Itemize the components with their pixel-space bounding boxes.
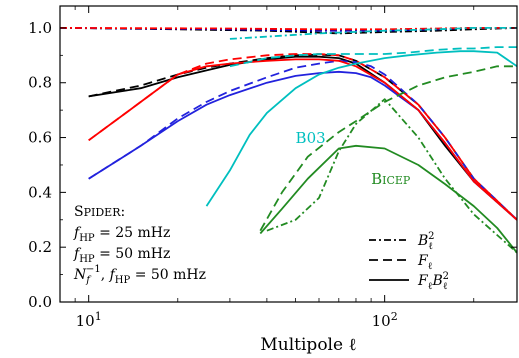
tick-layer: 0.0 0.2 0.4 0.6 0.8 1.0 101 102 — [28, 6, 517, 330]
x-tick-label: 101 — [76, 310, 102, 330]
y-tick-label: 0.2 — [28, 238, 52, 256]
y-tick-label: 0.4 — [28, 183, 52, 201]
x-tick-label: 102 — [372, 310, 398, 330]
style-legend-label: Bℓ2 — [417, 231, 434, 252]
series-line-11 — [229, 46, 517, 68]
series-line-12 — [205, 50, 517, 207]
spider-legend-entry: SPIDER: — [74, 204, 125, 220]
series-line-15 — [259, 144, 517, 254]
spider-legend-entry: Nf−1, fHP = 50 mHz — [73, 264, 206, 286]
series-line-13 — [266, 98, 517, 254]
series-line-10 — [229, 27, 517, 40]
spider-legend-entry: fHP = 50 mHz — [73, 246, 170, 265]
series-line-14 — [259, 65, 517, 232]
y-tick-label: 0.6 — [28, 129, 52, 147]
y-tick-label: 1.0 — [28, 19, 52, 37]
style-legend-label: FℓBℓ2 — [417, 271, 449, 292]
spider-legend-entry: fHP = 25 mHz — [73, 225, 170, 244]
y-tick-label: 0.8 — [28, 74, 52, 92]
annotation-layer: B03 BICEP — [296, 129, 411, 188]
series-line-9 — [88, 58, 517, 221]
plot-frame — [59, 5, 518, 303]
x-axis-label: Multipole ℓ — [260, 335, 356, 355]
series-line-1 — [60, 27, 517, 35]
series-line-5 — [88, 59, 517, 221]
y-tick-label: 0.0 — [28, 293, 52, 311]
series-line-3 — [88, 55, 517, 221]
series-line-7 — [60, 27, 517, 31]
series-layer — [60, 27, 517, 254]
annotation-bicep: BICEP — [371, 170, 411, 188]
annotation-b03: B03 — [296, 129, 326, 147]
style-legend-label: Fℓ — [417, 253, 433, 272]
